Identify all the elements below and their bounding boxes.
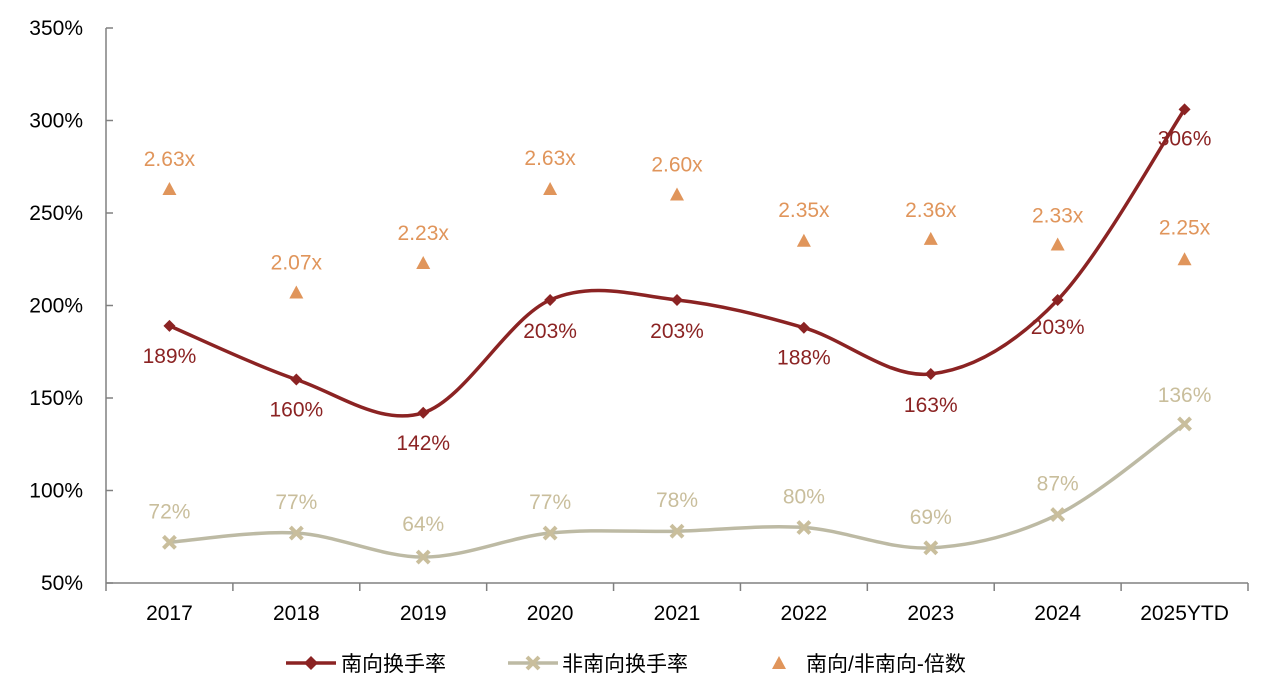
marker-x-stroke [796,520,812,535]
marker-x-non-south [162,534,177,550]
data-label-non-south: 136% [1158,384,1212,407]
data-label-multiplier: 2.25x [1159,216,1211,239]
marker-diamond-south [797,321,810,334]
marker-x-non-south [669,523,685,539]
marker-x-non-south [288,525,304,541]
marker-diamond-south [544,293,557,306]
data-label-south: 203% [650,320,704,343]
legend-marker-diamond [304,656,318,670]
data-label-multiplier: 2.07x [271,252,323,275]
y-tick-label: 50% [41,572,83,595]
marker-triangle-multiplier [670,187,684,201]
marker-x-stroke [669,523,685,539]
data-label-south: 142% [396,432,450,455]
marker-diamond-south [163,319,176,332]
marker-diamond-south [1051,293,1064,306]
axes: 50% 100% 150% 200% 250% 300% 350% 2017 2018 2019 2… [29,17,1249,625]
marker-triangle-multiplier [416,255,431,269]
legend-marker-triangle [772,656,786,669]
marker-x-stroke [1050,507,1066,522]
data-label-south: 163% [904,394,958,417]
data-label-non-south: 87% [1037,473,1079,496]
marker-triangle-multiplier [923,231,938,245]
y-tick-label: 250% [29,202,83,225]
data-label-south: 306% [1158,127,1212,150]
marker-triangle-multiplier [796,233,811,247]
marker-x-stroke [288,525,304,541]
marker-x-stroke [542,525,558,541]
marker-triangle-multiplier [1177,252,1192,266]
legend-label-non-south: 非南向换手率 [562,653,688,676]
data-label-multiplier: 2.35x [778,199,830,222]
legend-label-multiplier: 南向/非南向-倍数 [806,653,966,676]
data-label-south: 203% [1031,316,1085,339]
data-label-south: 203% [523,320,577,343]
marker-x-non-south [542,525,558,541]
x-tick-label: 2017 [146,602,193,625]
marker-diamond-south [1178,103,1191,116]
data-label-non-south: 77% [529,491,571,514]
data-label-non-south: 69% [910,506,952,529]
marker-x-stroke [923,540,939,556]
x-tick-label: 2021 [654,602,701,625]
marker-triangle-multiplier [162,181,177,195]
data-label-non-south: 77% [275,491,317,514]
data-label-multiplier: 2.63x [144,148,196,171]
x-tick-label: 2018 [273,602,320,625]
y-tick-label: 100% [29,480,83,503]
marker-triangle-multiplier [289,285,304,299]
data-label-non-south: 72% [148,500,190,523]
x-tick-label: 2020 [527,602,574,625]
y-tick-label: 200% [29,295,83,318]
marker-x-stroke [1177,416,1192,432]
x-tick-label: 2023 [907,602,954,625]
data-label-south: 189% [143,345,197,368]
data-label-non-south: 78% [656,489,698,512]
marker-x-non-south [796,520,812,535]
y-tick-label: 350% [29,17,83,40]
x-tick-label: 2024 [1034,602,1081,625]
series-layer [162,103,1192,565]
data-label-multiplier: 2.36x [905,199,957,222]
x-tick-label: 2025YTD [1140,602,1229,625]
marker-x-non-south [415,549,431,565]
marker-x-non-south [1177,416,1192,432]
marker-x-stroke [415,549,431,565]
data-label-multiplier: 2.63x [524,147,576,170]
x-tick-label: 2019 [400,602,447,625]
marker-diamond-south [290,373,303,386]
marker-diamond-south [671,293,683,306]
marker-diamond-south [924,367,937,380]
marker-triangle-multiplier [1050,237,1065,251]
legend: 南向换手率 非南向换手率 南向/非南向-倍数 [286,653,966,676]
data-label-multiplier: 2.33x [1032,204,1084,227]
y-tick-label: 150% [29,387,83,410]
data-label-south: 160% [269,399,323,422]
marker-x-non-south [1050,507,1066,522]
marker-x-non-south [923,540,939,556]
data-label-multiplier: 2.23x [398,222,450,245]
data-label-non-south: 80% [783,486,825,509]
legend-label-south: 南向换手率 [341,653,446,676]
data-labels: 189% 160% 142% 203% 203% 188% 163% 203% 306% 72% 7… [143,127,1212,536]
data-label-non-south: 64% [402,513,444,536]
y-tick-label: 300% [29,110,83,133]
marker-x-stroke [162,534,177,550]
legend-marker-x [525,655,541,671]
data-label-south: 188% [777,347,831,370]
marker-triangle-multiplier [543,181,558,195]
marker-diamond-south [417,406,430,419]
x-tick-label: 2022 [781,602,828,625]
data-label-multiplier: 2.60x [651,154,703,177]
